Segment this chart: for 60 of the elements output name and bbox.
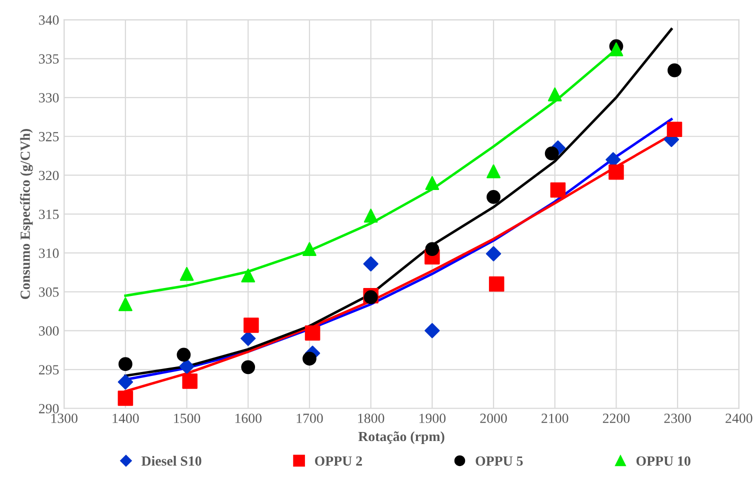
- x-axis-title: Rotação (rpm): [358, 431, 444, 444]
- y-axis-title: Consumo Específico (g/CVh): [20, 129, 33, 300]
- y-tick-label: 325: [39, 132, 59, 142]
- x-tick-label: 2000: [480, 414, 507, 424]
- x-tick-label: 2200: [602, 414, 630, 424]
- x-tick-label: 1500: [174, 414, 200, 424]
- point: [486, 190, 500, 204]
- point: [118, 297, 132, 312]
- point: [488, 276, 504, 292]
- point: [302, 242, 316, 256]
- y-tick-label: 320: [39, 170, 59, 180]
- legend-label: OPPU 5: [476, 456, 523, 466]
- y-tick-label: 335: [39, 54, 59, 64]
- point: [241, 268, 256, 282]
- point: [118, 390, 134, 406]
- y-tick-label: 315: [39, 210, 59, 220]
- point: [550, 182, 566, 198]
- point: [176, 348, 191, 362]
- point: [486, 246, 502, 262]
- point: [544, 146, 559, 160]
- point: [182, 374, 198, 389]
- legend-label: OPPU 10: [636, 456, 690, 466]
- x-tick-label: 2400: [726, 414, 752, 424]
- y-tick-label: 340: [39, 15, 59, 25]
- y-tick-label: 330: [39, 93, 59, 102]
- point: [363, 256, 378, 272]
- y-tick-label: 305: [39, 287, 59, 297]
- point: [425, 176, 440, 190]
- point: [608, 164, 624, 180]
- x-tick-label: 1700: [296, 414, 323, 424]
- legend-label: OPPU 2: [315, 456, 362, 466]
- point: [425, 242, 440, 256]
- point: [118, 374, 134, 390]
- point: [666, 122, 682, 138]
- point: [668, 63, 682, 78]
- legend-label: Diesel S10: [142, 456, 202, 466]
- point: [179, 358, 194, 374]
- point: [302, 352, 316, 366]
- x-tick-label: 2100: [542, 414, 568, 424]
- y-tick-label: 300: [39, 326, 59, 336]
- point: [180, 266, 194, 281]
- point: [609, 42, 624, 56]
- point: [118, 357, 132, 372]
- point: [240, 330, 256, 346]
- point: [304, 325, 320, 341]
- point: [241, 360, 256, 374]
- point: [364, 208, 378, 223]
- x-tick-label: 1400: [112, 414, 139, 424]
- point: [244, 318, 259, 333]
- x-tick-label: 1600: [235, 414, 262, 424]
- y-tick-label: 295: [39, 365, 59, 374]
- x-tick-label: 1800: [358, 414, 384, 424]
- y-tick-label: 290: [39, 404, 59, 414]
- point: [548, 87, 562, 102]
- point: [486, 164, 500, 178]
- y-tick-label: 310: [39, 248, 59, 258]
- x-tick-label: 2300: [664, 414, 691, 424]
- point: [424, 323, 440, 338]
- x-tick-label: 1900: [420, 414, 446, 424]
- x-tick-label: 1300: [51, 414, 78, 424]
